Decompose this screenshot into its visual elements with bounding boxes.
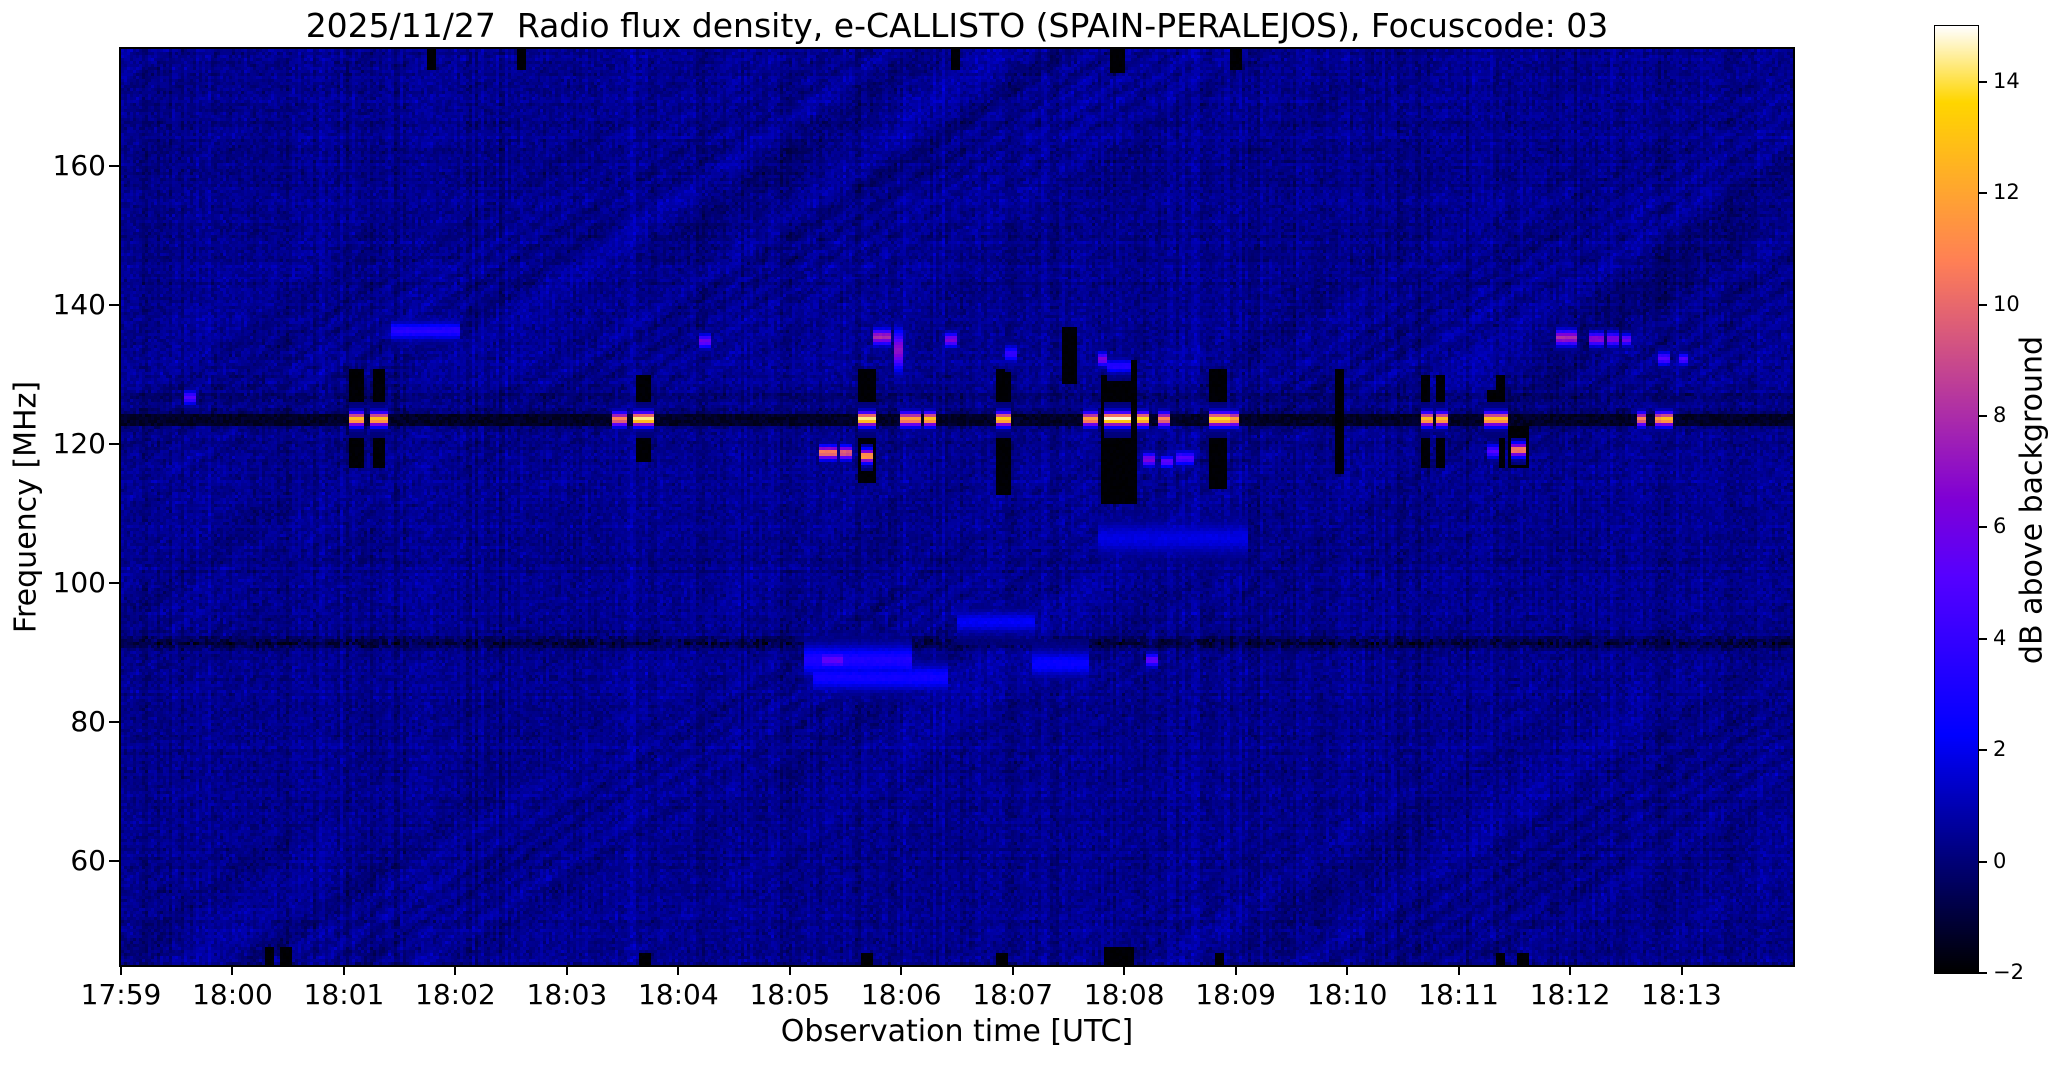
y-tick-label: 120 <box>52 427 106 461</box>
x-tick-label: 18:11 <box>1418 978 1499 1011</box>
x-tick-label: 18:12 <box>1529 978 1611 1011</box>
chart-title: 2025/11/27 Radio flux density, e-CALLIST… <box>305 6 1609 45</box>
colorbar-tick-label: −2 <box>1993 960 2024 984</box>
x-tick-mark <box>900 965 903 975</box>
y-tick-label: 80 <box>70 705 106 739</box>
x-tick-label: 18:04 <box>637 978 719 1011</box>
colorbar-tick-mark <box>1979 414 1987 417</box>
spectrogram-heatmap <box>121 49 1793 965</box>
y-tick-mark <box>109 721 119 724</box>
x-tick-mark <box>788 965 791 975</box>
colorbar-tick-label: 6 <box>1993 514 2007 539</box>
x-tick-mark <box>454 965 457 975</box>
y-tick-mark <box>109 443 119 446</box>
colorbar-tick-mark <box>1979 972 1987 974</box>
colorbar-label: dB above background <box>2014 335 2050 665</box>
x-tick-mark <box>677 965 680 975</box>
x-tick-label: 18:09 <box>1195 978 1276 1011</box>
x-tick-mark <box>1234 965 1237 975</box>
colorbar-tick-label: 10 <box>1993 291 2020 316</box>
x-tick-mark <box>342 965 345 975</box>
colorbar-tick-mark <box>1979 303 1987 306</box>
colorbar-tick-label: 8 <box>1993 402 2007 427</box>
y-tick-label: 140 <box>52 288 106 322</box>
colorbar-tick-label: 12 <box>1993 180 2020 205</box>
y-tick-mark <box>109 165 119 168</box>
x-tick-label: 18:05 <box>749 978 831 1011</box>
x-tick-label: 18:06 <box>860 978 942 1011</box>
x-tick-label: 18:03 <box>526 978 608 1011</box>
x-tick-label: 18:00 <box>192 978 273 1011</box>
y-tick-mark <box>109 582 119 585</box>
colorbar-tick-label: 4 <box>1993 625 2007 650</box>
colorbar-tick-mark <box>1979 192 1987 195</box>
x-axis-label: Observation time [UTC] <box>780 1014 1134 1049</box>
x-tick-label: 18:08 <box>1083 978 1165 1011</box>
x-tick-mark <box>1680 965 1683 975</box>
colorbar-gradient <box>1935 26 1978 973</box>
y-tick-mark <box>109 304 119 307</box>
colorbar-tick-mark <box>1979 526 1987 529</box>
x-tick-label: 18:10 <box>1306 978 1388 1011</box>
x-tick-label: 18:07 <box>972 978 1054 1011</box>
x-tick-mark <box>1569 965 1572 975</box>
y-axis-label: Frequency [MHz] <box>8 380 44 634</box>
x-tick-label: 18:13 <box>1641 978 1722 1011</box>
x-tick-label: 18:01 <box>303 978 385 1011</box>
y-tick-label: 60 <box>70 844 106 878</box>
x-tick-mark <box>1123 965 1126 975</box>
x-tick-mark <box>1011 965 1014 975</box>
colorbar-tick-mark <box>1979 749 1987 752</box>
colorbar-tick-label: 14 <box>1993 68 2020 93</box>
x-tick-mark <box>231 965 234 975</box>
colorbar-tick-mark <box>1979 80 1987 83</box>
y-tick-label: 100 <box>52 566 106 600</box>
colorbar-tick-label: 0 <box>1993 848 2007 873</box>
plot-area <box>119 47 1795 967</box>
colorbar-tick-mark <box>1979 637 1987 640</box>
y-tick-mark <box>109 860 119 863</box>
x-tick-label: 18:02 <box>415 978 496 1011</box>
colorbar-tick-mark <box>1979 860 1987 863</box>
x-tick-mark <box>120 965 122 975</box>
colorbar <box>1934 25 1979 974</box>
x-tick-mark <box>1346 965 1349 975</box>
colorbar-tick-label: 2 <box>1993 737 2007 762</box>
x-tick-mark <box>565 965 568 975</box>
x-tick-label: 17:59 <box>80 978 162 1011</box>
y-tick-label: 160 <box>52 149 106 183</box>
x-tick-mark <box>1457 965 1460 975</box>
